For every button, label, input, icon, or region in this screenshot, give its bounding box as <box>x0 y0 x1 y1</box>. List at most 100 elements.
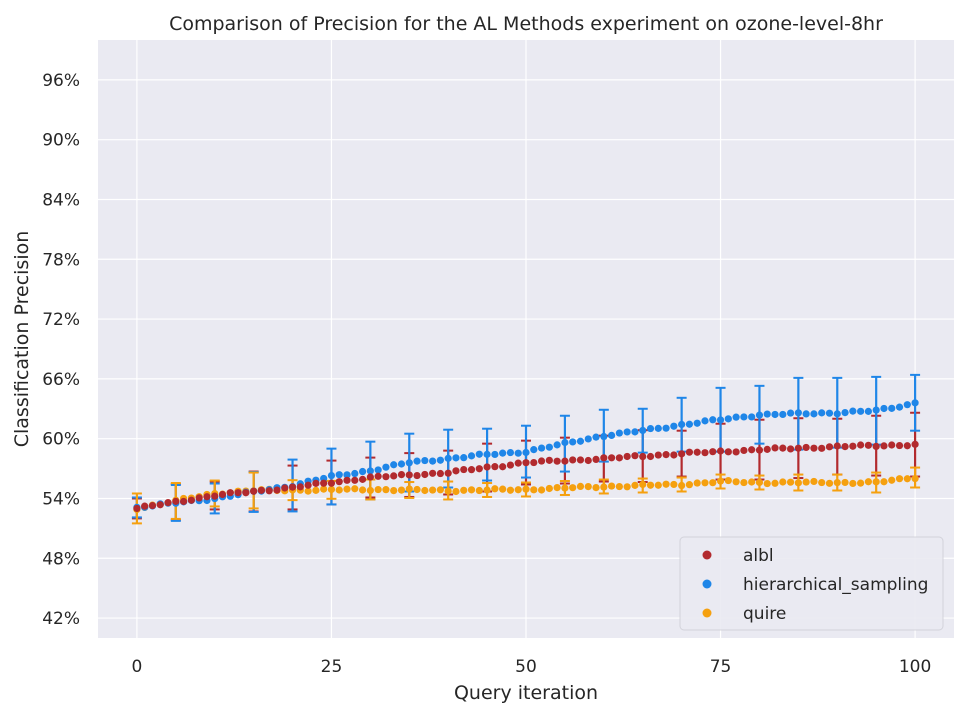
data-point <box>553 457 561 465</box>
data-point <box>685 481 694 489</box>
data-point <box>857 441 865 449</box>
data-point <box>141 502 149 510</box>
data-point <box>382 486 390 494</box>
data-point <box>615 482 623 491</box>
data-point <box>460 454 468 462</box>
data-point <box>304 481 312 489</box>
data-point <box>475 450 483 458</box>
data-point <box>164 499 172 507</box>
data-point <box>810 410 818 418</box>
data-point <box>895 403 904 411</box>
data-point <box>709 416 717 424</box>
data-point <box>608 482 616 490</box>
data-point <box>343 485 351 493</box>
data-point <box>857 407 865 415</box>
data-point <box>755 446 764 454</box>
data-point <box>833 442 841 450</box>
y-tick-label: 78% <box>42 250 80 270</box>
data-point <box>374 485 382 494</box>
data-point <box>755 478 764 486</box>
data-point <box>335 478 343 486</box>
data-point <box>351 469 359 478</box>
data-point <box>304 487 312 495</box>
data-point <box>530 486 538 494</box>
data-point <box>646 481 655 489</box>
data-point <box>382 463 390 471</box>
data-point <box>825 443 834 451</box>
data-point <box>429 469 437 477</box>
data-point <box>608 454 616 462</box>
data-point <box>654 481 662 489</box>
data-point <box>366 467 374 475</box>
data-point <box>436 486 444 494</box>
data-point <box>242 489 250 497</box>
legend-box <box>679 536 944 631</box>
y-tick-label: 90% <box>42 131 80 151</box>
data-point <box>530 458 538 467</box>
data-point <box>662 480 670 488</box>
data-point <box>646 452 655 461</box>
data-point <box>825 479 834 487</box>
data-point <box>631 481 639 489</box>
data-point <box>514 449 522 457</box>
legend-marker <box>702 579 712 589</box>
data-point <box>872 442 880 451</box>
chart-title: Comparison of Precision for the AL Metho… <box>169 13 883 35</box>
data-point <box>911 475 919 483</box>
data-point <box>358 475 367 483</box>
data-point <box>405 485 413 493</box>
data-point <box>211 492 219 500</box>
y-tick-label: 54% <box>42 489 80 509</box>
data-point <box>499 463 507 471</box>
data-point <box>872 406 880 414</box>
data-point <box>351 476 359 484</box>
data-point <box>740 478 748 487</box>
data-point <box>374 466 382 474</box>
data-point <box>592 483 600 492</box>
data-point <box>911 440 919 448</box>
data-point <box>888 476 896 484</box>
data-point <box>802 410 810 418</box>
x-tick-label: 75 <box>710 657 732 677</box>
data-point <box>413 485 421 494</box>
data-point <box>522 485 530 493</box>
data-point <box>584 435 592 443</box>
data-point <box>724 415 732 423</box>
data-point <box>444 469 452 477</box>
data-point <box>841 478 849 487</box>
data-point <box>382 473 390 481</box>
data-point <box>265 487 273 495</box>
data-point <box>491 463 499 471</box>
data-point <box>156 501 164 509</box>
data-point <box>421 456 429 465</box>
data-point <box>716 477 725 485</box>
data-point <box>522 459 530 467</box>
data-point <box>631 452 639 460</box>
data-point <box>600 483 608 491</box>
data-point <box>748 478 756 486</box>
data-point <box>763 410 771 418</box>
data-point <box>218 490 227 499</box>
data-point <box>716 416 725 424</box>
data-point <box>180 497 188 506</box>
data-point <box>483 486 491 494</box>
data-point <box>312 486 320 494</box>
legend-label: hierarchical_sampling <box>743 575 928 595</box>
data-point <box>499 485 507 493</box>
data-point <box>654 424 662 432</box>
data-point <box>654 451 662 459</box>
data-point <box>701 479 709 487</box>
data-point <box>880 404 888 413</box>
data-point <box>678 481 686 490</box>
data-point <box>763 479 771 488</box>
data-point <box>779 410 787 419</box>
data-point <box>390 461 398 469</box>
data-point <box>506 486 515 494</box>
data-point <box>849 442 857 450</box>
data-point <box>903 475 911 483</box>
data-point <box>623 452 631 461</box>
data-point <box>522 448 530 457</box>
y-tick-label: 60% <box>42 430 80 450</box>
data-point <box>467 486 476 494</box>
data-point <box>701 417 709 425</box>
